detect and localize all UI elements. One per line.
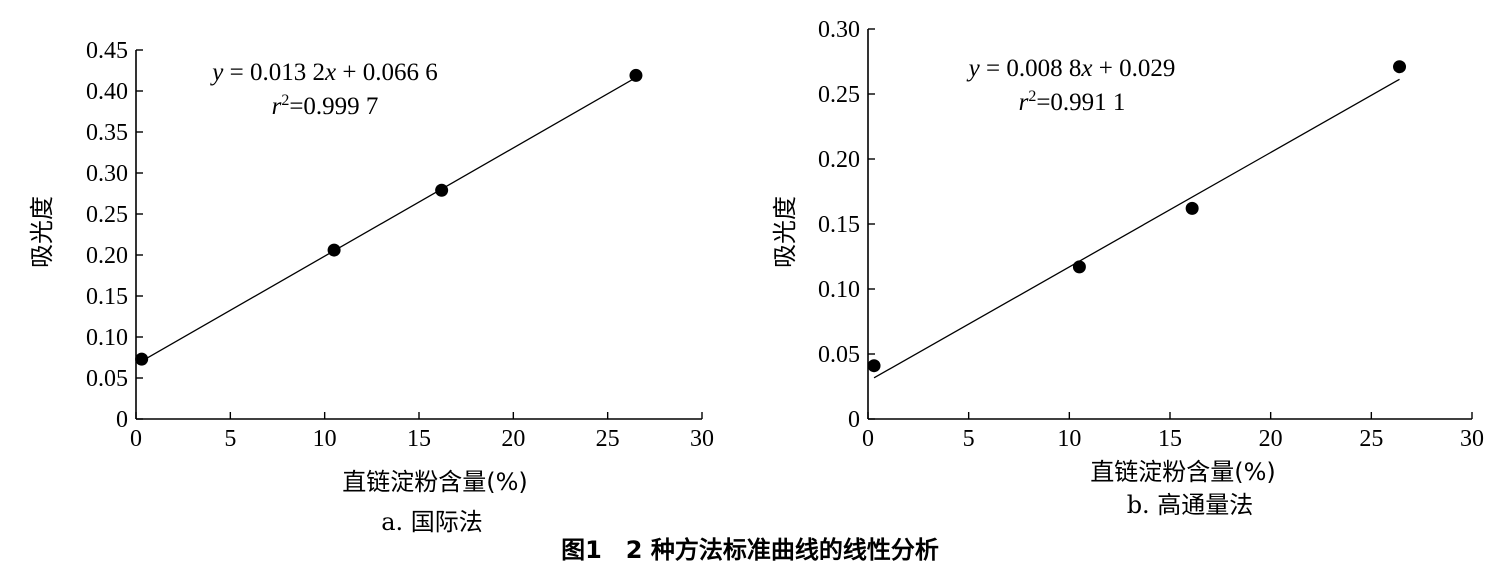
chart-subtitle: b. 高通量法 [1127, 491, 1254, 519]
data-point [1072, 260, 1086, 274]
x-tick-label: 15 [407, 426, 431, 452]
chart-a: 0 5 10 15 20 25 30 0 0.05 0.10 0.15 0.20 0.25 0.30 0.3… [28, 38, 714, 536]
data-point [135, 352, 149, 366]
r-value: =0.991 1 [1036, 89, 1125, 116]
x-tick-label: 10 [1057, 426, 1081, 452]
data-point [1185, 201, 1199, 215]
y-tick-label: 0.05 [818, 342, 860, 368]
chart-subtitle: a. 国际法 [381, 508, 483, 536]
x-tick-label: 20 [501, 426, 525, 452]
equation-lhs: y [209, 59, 224, 86]
y-tick-label: 0.30 [818, 17, 860, 43]
fit-line [141, 76, 637, 362]
chart-b: 0 5 10 15 20 25 30 0 0.05 0.10 0.15 0.20 0.25 0.30 y =… [771, 17, 1484, 519]
x-tick-label: 5 [224, 426, 236, 452]
y-tick-label: 0 [848, 407, 860, 433]
x-tick-label: 10 [313, 426, 337, 452]
equation-lhs: y [966, 55, 981, 82]
r-squared: r2=0.991 1 [1019, 88, 1126, 116]
x-tick-label: 20 [1259, 426, 1283, 452]
y-tick-label: 0.20 [86, 243, 128, 269]
y-tick-label: 0.30 [86, 161, 128, 187]
data-point [867, 359, 881, 373]
x-tick-label: 5 [963, 426, 975, 452]
y-tick-label: 0.40 [86, 79, 128, 105]
y-tick-label: 0.35 [86, 120, 128, 146]
r-exponent: 2 [281, 92, 289, 109]
x-tick-label: 30 [1460, 426, 1484, 452]
y-tick-label: 0.15 [818, 212, 860, 238]
data-point [629, 68, 643, 82]
y-tick-label: 0.20 [818, 147, 860, 173]
x-tick-label: 25 [596, 426, 620, 452]
x-axis-label: 直链淀粉含量(%) [342, 468, 528, 496]
y-tick-label: 0.05 [86, 366, 128, 392]
equation-slope: = 0.013 2 [223, 59, 325, 86]
equation-slope: = 0.008 8 [980, 55, 1082, 82]
regression-equation: y = 0.008 8x + 0.029 [966, 55, 1176, 82]
x-tick-label: 30 [690, 426, 714, 452]
x-tick-label: 0 [862, 426, 874, 452]
y-axis-label: 吸光度 [771, 196, 799, 268]
r-symbol: r [272, 93, 282, 120]
x-tick-label: 0 [130, 426, 142, 452]
y-axis-label: 吸光度 [28, 196, 56, 268]
r-exponent: 2 [1028, 88, 1036, 105]
figure-caption: 图1 2 种方法标准曲线的线性分析 [561, 536, 939, 564]
r-squared: r2=0.999 7 [272, 92, 379, 120]
y-tick-label: 0 [116, 407, 128, 433]
equation-var: x [324, 59, 336, 86]
fit-line [873, 78, 1400, 379]
y-tick-label: 0.15 [86, 284, 128, 310]
equation-intercept: + 0.066 6 [336, 59, 438, 86]
y-tick-label: 0.10 [818, 277, 860, 303]
y-tick-label: 0.25 [86, 202, 128, 228]
data-point [435, 183, 449, 197]
x-tick-label: 15 [1158, 426, 1182, 452]
x-tick-label: 25 [1359, 426, 1383, 452]
y-tick-label: 0.45 [86, 38, 128, 64]
regression-equation: y = 0.013 2x + 0.066 6 [209, 59, 437, 86]
r-value: =0.999 7 [289, 93, 378, 120]
equation-intercept: + 0.029 [1092, 55, 1175, 82]
y-tick-label: 0.10 [86, 325, 128, 351]
equation-var: x [1080, 55, 1092, 82]
r-symbol: r [1019, 89, 1029, 116]
data-point [1393, 60, 1407, 74]
data-point [327, 243, 341, 257]
x-axis-label: 直链淀粉含量(%) [1090, 458, 1276, 486]
y-tick-label: 0.25 [818, 82, 860, 108]
